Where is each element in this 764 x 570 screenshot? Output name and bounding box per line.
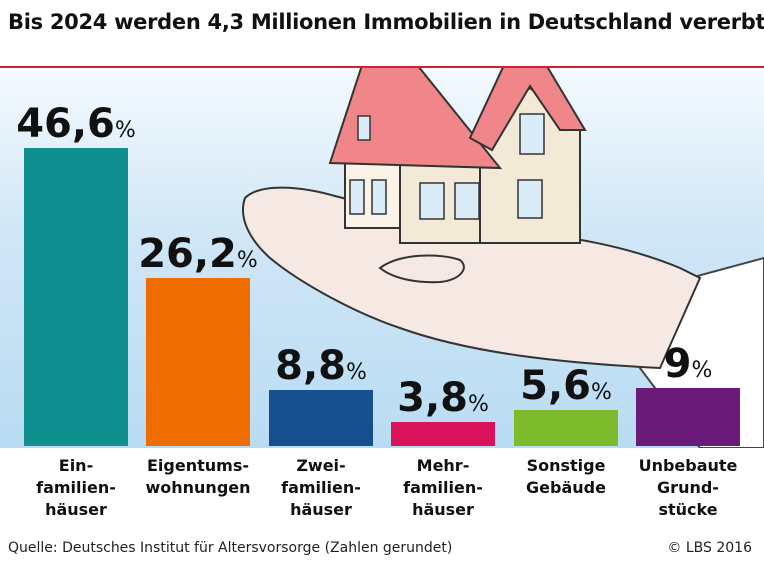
- bar-5: [514, 410, 618, 446]
- chart-title: Bis 2024 werden 4,3 Millionen Immobilien…: [8, 10, 764, 34]
- category-label-2: Eigentums- wohnungen: [145, 456, 251, 497]
- bar-3: [269, 390, 373, 446]
- bar-1: [24, 148, 128, 446]
- bar-6: [636, 388, 740, 446]
- bar-2: [146, 278, 250, 446]
- category-label-5: Sonstige Gebäude: [526, 456, 606, 497]
- category-label-3: Zwei- familien- häuser: [281, 456, 361, 519]
- bar-4: [391, 422, 495, 446]
- value-label-1: 46,6%: [16, 101, 136, 147]
- category-label-1: Ein- familien- häuser: [36, 456, 116, 519]
- source-note: Quelle: Deutsches Institut für Altersvor…: [8, 540, 453, 556]
- category-label-4: Mehr- familien- häuser: [403, 456, 483, 519]
- value-label-4: 3,8%: [397, 375, 489, 421]
- copyright-note: © LBS 2016: [667, 540, 752, 556]
- value-label-3: 8,8%: [275, 343, 367, 389]
- house-on-hand-illustration: [242, 68, 764, 448]
- value-label-5: 5,6%: [520, 363, 612, 409]
- value-label-6: 9%: [663, 341, 713, 387]
- value-label-2: 26,2%: [138, 231, 258, 277]
- category-label-6: Unbebaute Grund- stücke: [638, 456, 738, 519]
- title-divider: [0, 66, 764, 68]
